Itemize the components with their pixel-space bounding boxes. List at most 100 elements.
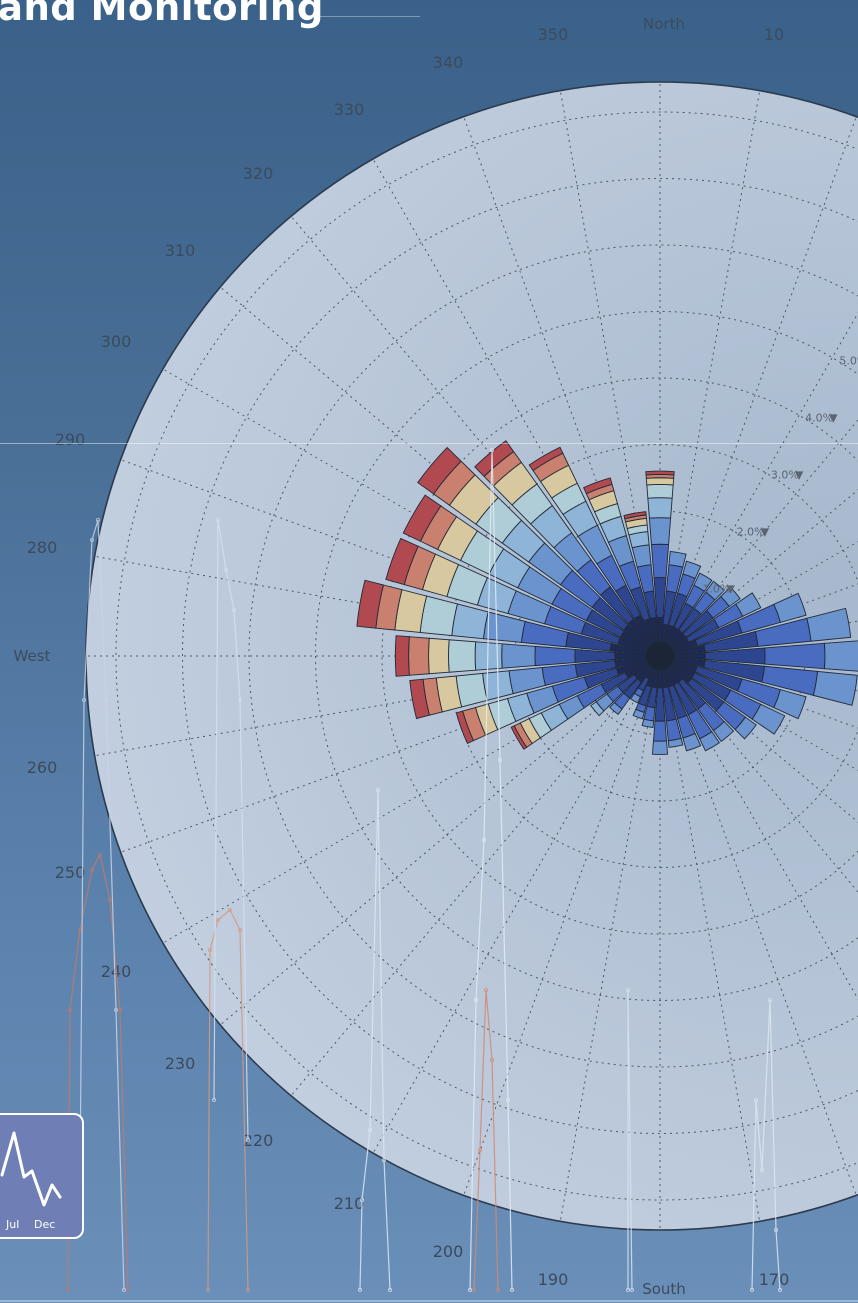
compass-degree-290: 290: [55, 430, 86, 449]
background-trace-point: [68, 1008, 73, 1013]
compass-degree-280: 280: [27, 538, 58, 557]
background-trace: [751, 999, 781, 1291]
background-trace-point: [227, 908, 232, 913]
radial-tick-label: 2.0%: [737, 526, 765, 539]
grid-ring: [248, 244, 858, 1068]
petal-segment: [394, 635, 410, 677]
petal-segment: [705, 580, 725, 601]
compass-degree-350: 350: [538, 25, 569, 44]
background-trace: [67, 853, 129, 1291]
petal-segment: [645, 477, 675, 486]
petal-100: [671, 656, 858, 706]
petal-270: [394, 635, 649, 677]
background-trace-point: [477, 1148, 482, 1153]
background-trace-point: [489, 1058, 494, 1063]
petal-segment: [735, 592, 762, 617]
background-trace-point: [473, 998, 478, 1003]
compass-degree-170: 170: [759, 1270, 790, 1289]
petal-300: [402, 494, 651, 652]
petal-segment: [590, 701, 605, 717]
background-trace-point: [481, 838, 486, 843]
background-trace-point: [630, 1288, 635, 1293]
petal-segment: [751, 703, 786, 735]
petal-310: [417, 446, 653, 650]
petal-130: [667, 662, 757, 740]
petal-segment: [682, 732, 702, 752]
petal-290: [385, 537, 650, 654]
petal-segment: [455, 710, 475, 744]
petal-segment: [712, 720, 735, 743]
petal-segment: [402, 494, 442, 542]
background-trace-point: [215, 518, 220, 523]
background-trace-point: [778, 1288, 783, 1293]
background-trace-point: [367, 1128, 372, 1133]
horizontal-rule: [0, 443, 858, 444]
petal-segment: [356, 579, 385, 629]
background-trace-point: [760, 1168, 765, 1173]
background-trace-point: [118, 1008, 123, 1013]
petal-segment: [823, 640, 858, 672]
petal-segment: [609, 701, 623, 716]
petal-250: [455, 658, 650, 744]
petal-segment: [417, 446, 462, 495]
petal-segment: [623, 511, 647, 520]
background-trace-point: [126, 1288, 131, 1293]
background-trace: [473, 989, 499, 1291]
compass-degree-330: 330: [334, 100, 365, 119]
background-trace-point: [90, 868, 95, 873]
petal-segment: [385, 537, 419, 586]
background-trace: [359, 789, 391, 1291]
background-trace-point: [489, 447, 494, 452]
radial-tick-marker: ▼: [726, 583, 735, 596]
petal-segment: [428, 637, 450, 675]
background-trace-point: [387, 1288, 392, 1293]
radial-tick-marker: ▼: [829, 412, 838, 425]
background-trace: [79, 519, 125, 1291]
grid-ring: [315, 311, 858, 1001]
compass-degree-260: 260: [27, 758, 58, 777]
background-trace-point: [509, 1288, 514, 1293]
radial-tick-label: 1.0%: [702, 583, 730, 596]
petal-segment: [630, 692, 642, 704]
background-trace-point: [471, 1288, 476, 1293]
petal-60: [669, 592, 762, 652]
compass-degree-190: 190: [538, 1270, 569, 1289]
background-trace-point: [495, 1288, 500, 1293]
background-trace: [207, 909, 249, 1291]
background-trace-point: [104, 698, 109, 703]
background-trace-point: [223, 568, 228, 573]
petal-segment: [668, 550, 687, 568]
background-trace-point: [483, 988, 488, 993]
compass-degree-250: 250: [55, 863, 86, 882]
petal-segment: [448, 639, 477, 673]
compass-degree-200: 200: [433, 1242, 464, 1261]
background-trace-point: [211, 1098, 216, 1103]
petal-segment: [645, 470, 675, 476]
petal-240: [510, 660, 651, 750]
thumbnail-label-dec: Dec: [34, 1218, 56, 1231]
background-trace-point: [245, 1288, 250, 1293]
petal-280: [356, 579, 649, 656]
petal-segment: [647, 497, 673, 519]
petal-190: [641, 667, 660, 728]
petal-170: [660, 667, 684, 748]
compass-degree-340: 340: [433, 53, 464, 72]
petal-segment: [650, 543, 670, 579]
petal-20: [662, 560, 702, 646]
petal-segment: [583, 477, 613, 495]
radial-tick-label: 4.0%: [805, 412, 833, 425]
petal-segment: [632, 708, 645, 720]
trend-thumbnail-icon[interactable]: Jul Dec: [0, 1113, 84, 1239]
petal-160: [662, 666, 702, 752]
background-trace-point: [82, 698, 87, 703]
background-trace-point: [90, 538, 95, 543]
petal-segment: [720, 586, 741, 608]
title-underline: [300, 16, 420, 17]
petal-segment: [646, 483, 674, 499]
background-trace-point: [237, 698, 242, 703]
rose-hub: [646, 642, 674, 670]
petal-70: [670, 592, 807, 654]
compass-degree-300: 300: [101, 332, 132, 351]
background-trace-point: [505, 1098, 510, 1103]
page-title: and Monitoring: [0, 0, 324, 29]
